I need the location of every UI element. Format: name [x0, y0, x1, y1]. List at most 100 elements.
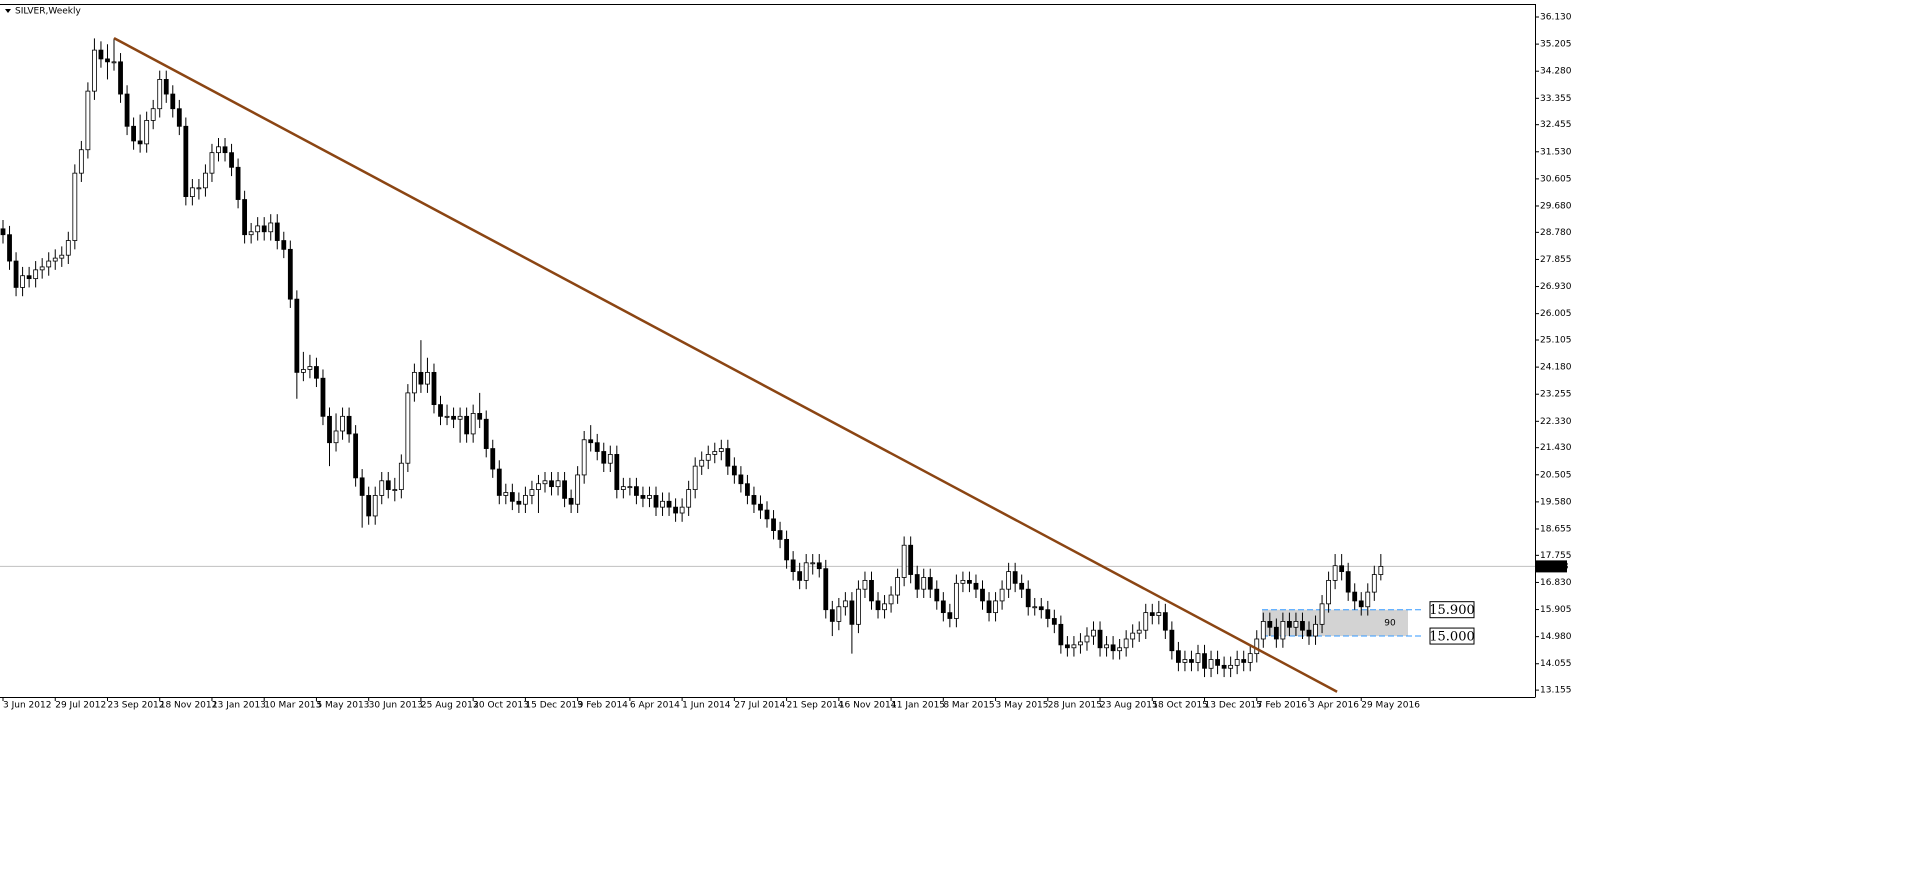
candle-body	[797, 571, 803, 581]
x-tick-label: 5 May 2013	[316, 701, 369, 711]
candle-body	[1078, 641, 1083, 646]
candle-body	[385, 480, 391, 490]
y-tick-label: 34.280	[1540, 67, 1572, 77]
candle-body	[1019, 582, 1025, 590]
candle-body	[927, 577, 933, 590]
candle-body	[85, 90, 91, 151]
x-tick-label: 18 Oct 2015	[1152, 701, 1208, 711]
candle-body	[255, 225, 261, 233]
x-tick-label: 29 May 2016	[1361, 701, 1420, 711]
candle-body	[216, 146, 221, 154]
candle-body	[470, 413, 476, 435]
candle-body	[1260, 621, 1266, 640]
candle-body	[294, 298, 300, 373]
candle-body	[483, 418, 489, 449]
candle-body	[379, 480, 385, 496]
candle-body	[1006, 571, 1012, 590]
candle-body	[163, 79, 169, 95]
y-tick-label: 18.655	[1540, 524, 1572, 534]
candle-body	[960, 579, 966, 584]
candle-body	[118, 61, 123, 95]
y-tick-label: 33.355	[1540, 94, 1572, 104]
candle-body	[1097, 629, 1103, 649]
candle-body	[993, 600, 998, 614]
candle-body	[196, 187, 202, 190]
candle-body	[52, 257, 58, 262]
menu-arrow[interactable]	[5, 9, 11, 13]
candle-body	[888, 594, 894, 605]
y-tick-label: 14.055	[1540, 659, 1572, 669]
candle-body	[705, 454, 711, 461]
candle-body	[1195, 653, 1201, 663]
candle-body	[281, 240, 287, 250]
candle-body	[92, 49, 97, 92]
candle-body	[751, 495, 757, 505]
candle-body	[581, 439, 587, 476]
y-tick-label: 36.130	[1540, 13, 1572, 23]
candle-body	[1241, 659, 1247, 663]
candle-body	[575, 474, 581, 505]
y-tick-label: 30.605	[1540, 174, 1572, 184]
candle-body	[1215, 659, 1220, 666]
candle-body	[1332, 565, 1338, 581]
candle-body	[620, 486, 626, 490]
x-tick-label: 7 Feb 2016	[1257, 701, 1308, 711]
candle-body	[529, 489, 535, 496]
candle-body	[1071, 644, 1077, 649]
candle-body	[712, 451, 718, 455]
candle-body	[1306, 629, 1312, 637]
candle-body	[895, 577, 901, 596]
candle-body	[692, 465, 698, 490]
x-tick-label: 1 Jun 2014	[682, 701, 731, 711]
candle-body	[320, 377, 326, 417]
candle-body	[1169, 629, 1175, 652]
candle-body	[346, 415, 352, 435]
candle-body	[444, 415, 450, 418]
candle-body	[307, 366, 313, 370]
x-tick-label: 6 Apr 2014	[630, 701, 680, 711]
x-tick-label: 23 Sep 2012	[107, 701, 164, 711]
candle-body	[914, 574, 920, 590]
x-tick-label: 3 May 2015	[996, 701, 1049, 711]
candle-body	[758, 503, 763, 511]
x-tick-label: 30 Jun 2013	[369, 701, 423, 711]
x-tick-label: 11 Jan 2015	[891, 701, 945, 711]
candle-body	[287, 248, 293, 300]
zone-label: 90	[1384, 618, 1396, 628]
candle-body	[568, 497, 574, 505]
candle-body	[660, 500, 665, 508]
candle-body	[1221, 664, 1227, 669]
candle-body	[627, 486, 633, 489]
y-tick-label: 29.680	[1540, 201, 1572, 211]
candle-body	[1319, 603, 1325, 625]
candle-body	[418, 371, 424, 385]
background	[0, 0, 1919, 711]
candle-body	[509, 492, 515, 502]
candle-body	[438, 404, 443, 417]
candle-body	[986, 600, 992, 614]
candle-body	[829, 609, 835, 622]
y-tick-label: 23.255	[1540, 390, 1572, 400]
candle-body	[1352, 591, 1358, 602]
candle-body	[189, 187, 195, 198]
candle-body	[856, 588, 861, 625]
zone	[1262, 609, 1408, 637]
candle-body	[731, 465, 737, 476]
candle-body	[745, 483, 750, 496]
candle-body	[1228, 664, 1234, 669]
candle-body	[20, 275, 25, 288]
zone-value-label: 15.900	[1429, 603, 1475, 618]
y-tick-label: 16.830	[1540, 578, 1572, 588]
candle-body	[1143, 612, 1149, 631]
candle-body	[542, 480, 548, 485]
candle-body	[549, 480, 554, 488]
candle-body	[901, 544, 907, 578]
y-tick-label: 15.905	[1540, 605, 1572, 615]
candle-body	[594, 442, 600, 452]
candle-body	[1247, 653, 1253, 663]
candle-body	[1326, 579, 1331, 605]
candle-body	[222, 146, 228, 154]
candle-body	[137, 140, 143, 145]
candle-body	[1091, 629, 1096, 637]
candle-body	[72, 172, 78, 241]
